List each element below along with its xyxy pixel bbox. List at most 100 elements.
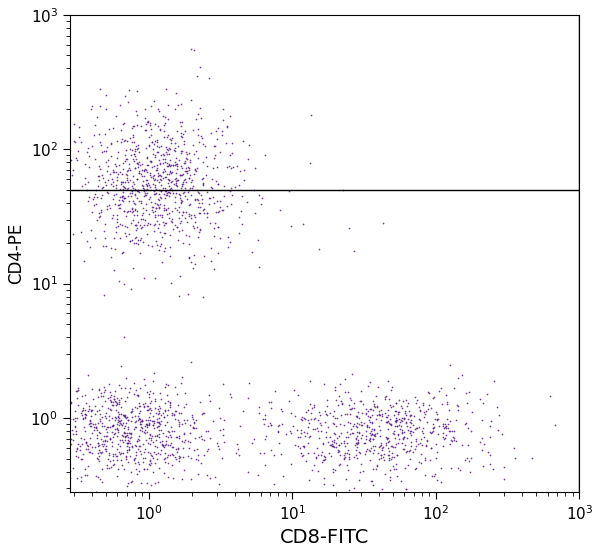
Point <box>135 160 145 169</box>
Point <box>330 414 340 423</box>
Point <box>191 416 200 424</box>
Point <box>144 459 154 468</box>
Point <box>101 146 111 155</box>
Point <box>118 197 128 206</box>
Point <box>125 434 135 443</box>
Point <box>116 383 126 392</box>
Point <box>100 227 109 235</box>
Point <box>328 412 338 421</box>
Point <box>445 361 455 370</box>
Point <box>89 201 98 209</box>
Point <box>342 410 352 419</box>
Point <box>145 219 155 228</box>
Point <box>83 143 92 152</box>
Point <box>86 419 96 428</box>
Point <box>128 196 138 205</box>
Point <box>79 257 88 265</box>
Point <box>158 150 168 158</box>
Point <box>350 440 360 449</box>
Point <box>134 168 144 177</box>
Point <box>398 396 408 405</box>
Point <box>284 187 294 196</box>
Point <box>172 222 182 231</box>
Point <box>390 433 400 442</box>
Point <box>140 375 149 383</box>
Point <box>358 400 368 409</box>
Point <box>90 410 100 419</box>
Point <box>142 168 152 177</box>
Point <box>92 186 101 194</box>
Point <box>166 422 176 431</box>
Point <box>482 389 492 398</box>
Point <box>175 194 184 203</box>
Point <box>304 433 314 442</box>
Point <box>176 131 186 140</box>
Point <box>131 234 140 243</box>
Point <box>209 231 219 240</box>
Point <box>428 419 438 428</box>
Point <box>266 420 276 429</box>
Point <box>143 241 152 250</box>
Point <box>371 415 381 424</box>
Point <box>90 402 100 411</box>
Point <box>166 433 176 442</box>
Point <box>134 460 144 469</box>
Point <box>131 465 141 474</box>
Point <box>161 147 171 156</box>
Point <box>445 427 454 436</box>
Point <box>187 183 197 192</box>
Point <box>70 136 79 145</box>
Point <box>397 439 406 448</box>
Point <box>119 119 129 127</box>
Point <box>299 442 308 450</box>
Point <box>357 408 367 417</box>
Point <box>160 440 170 449</box>
Point <box>349 403 358 412</box>
Point <box>116 362 125 371</box>
Point <box>445 417 454 426</box>
Point <box>419 413 428 422</box>
Point <box>113 170 123 178</box>
Point <box>160 201 169 209</box>
Point <box>133 194 142 203</box>
Point <box>392 471 401 480</box>
Point <box>140 105 150 114</box>
Point <box>218 379 227 388</box>
Point <box>369 431 379 440</box>
Point <box>153 172 163 181</box>
Point <box>182 218 191 227</box>
Point <box>158 409 168 418</box>
Point <box>150 151 160 160</box>
Point <box>412 442 421 451</box>
Point <box>437 383 446 392</box>
Point <box>151 204 161 213</box>
Point <box>214 223 223 232</box>
Point <box>145 194 154 203</box>
Point <box>108 194 118 203</box>
Point <box>124 439 133 448</box>
Point <box>304 406 313 414</box>
Point <box>85 416 95 424</box>
Point <box>344 486 354 495</box>
Point <box>142 479 152 488</box>
Point <box>254 262 264 271</box>
Point <box>120 412 130 421</box>
Point <box>154 422 164 430</box>
Point <box>130 211 139 219</box>
Point <box>197 199 207 208</box>
Point <box>100 233 110 242</box>
Point <box>134 147 144 156</box>
Point <box>150 189 160 198</box>
Point <box>194 199 203 208</box>
Point <box>89 130 99 139</box>
Point <box>148 377 157 386</box>
Point <box>164 176 173 184</box>
Point <box>441 391 451 399</box>
Point <box>190 434 199 443</box>
Point <box>487 417 496 426</box>
Point <box>156 181 166 190</box>
Point <box>80 410 90 419</box>
Point <box>176 170 185 179</box>
Point <box>108 401 118 410</box>
Point <box>124 425 133 434</box>
